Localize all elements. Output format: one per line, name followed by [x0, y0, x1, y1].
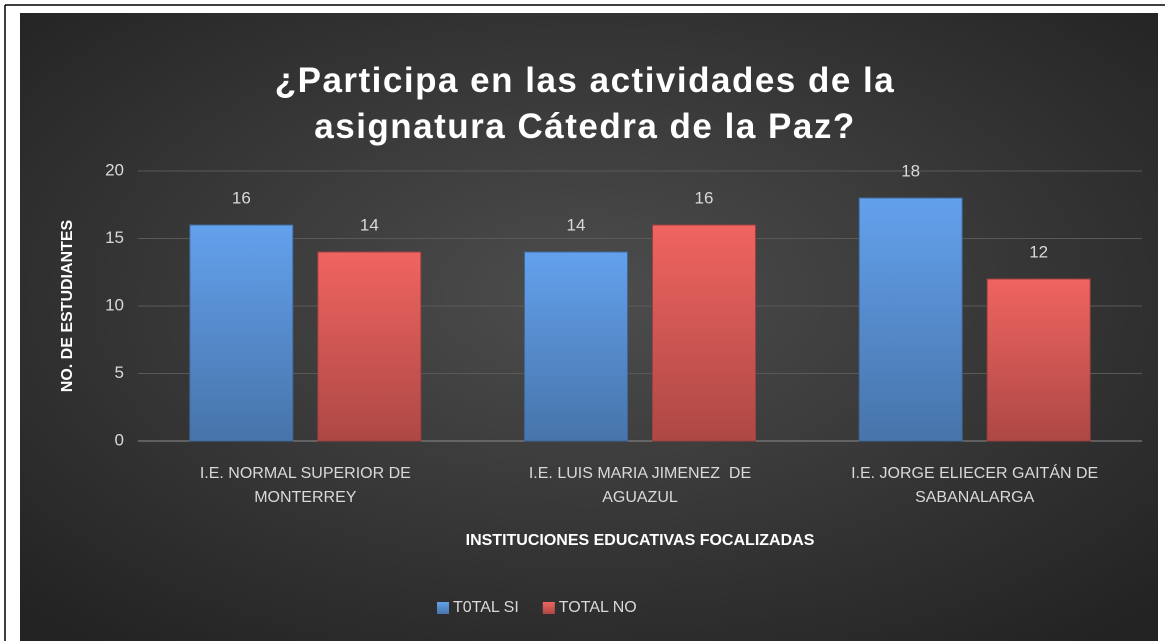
legend-label: T0TAL SI: [453, 599, 519, 616]
x-axis-title: INSTITUCIONES EDUCATIVAS FOCALIZADAS: [466, 532, 815, 549]
x-tick-label: I.E. JORGE ELIECER GAITÁN DE SABANALARGA: [851, 465, 1103, 506]
y-tick-label: 10: [105, 295, 124, 314]
y-tick-label: 15: [105, 228, 124, 247]
y-tick-label: 0: [115, 430, 124, 449]
legend-swatch: [542, 602, 555, 614]
x-tick-label: I.E. LUIS MARIA JIMENEZ DE AGUAZUL: [528, 465, 755, 506]
data-label: 16: [695, 188, 714, 207]
data-label: 14: [360, 215, 379, 234]
chart-title: ¿Participa en las actividades de la asig…: [274, 61, 907, 146]
legend-label: TOTAL NO: [559, 599, 637, 616]
bar: [189, 224, 294, 442]
data-label: 16: [232, 188, 251, 207]
bar: [986, 278, 1091, 442]
bar: [317, 251, 422, 442]
bar: [652, 224, 756, 442]
data-label: 14: [567, 215, 586, 234]
data-label: 18: [901, 161, 920, 180]
y-tick-label: 20: [105, 160, 124, 179]
bar: [524, 251, 628, 442]
bar: [858, 197, 963, 442]
data-label: 12: [1029, 242, 1048, 261]
legend-swatch: [437, 602, 449, 614]
y-axis-title: NO. DE ESTUDIANTES: [59, 219, 76, 392]
x-tick-label: I.E. NORMAL SUPERIOR DE MONTERREY: [199, 465, 416, 506]
y-tick-label: 5: [115, 363, 124, 382]
